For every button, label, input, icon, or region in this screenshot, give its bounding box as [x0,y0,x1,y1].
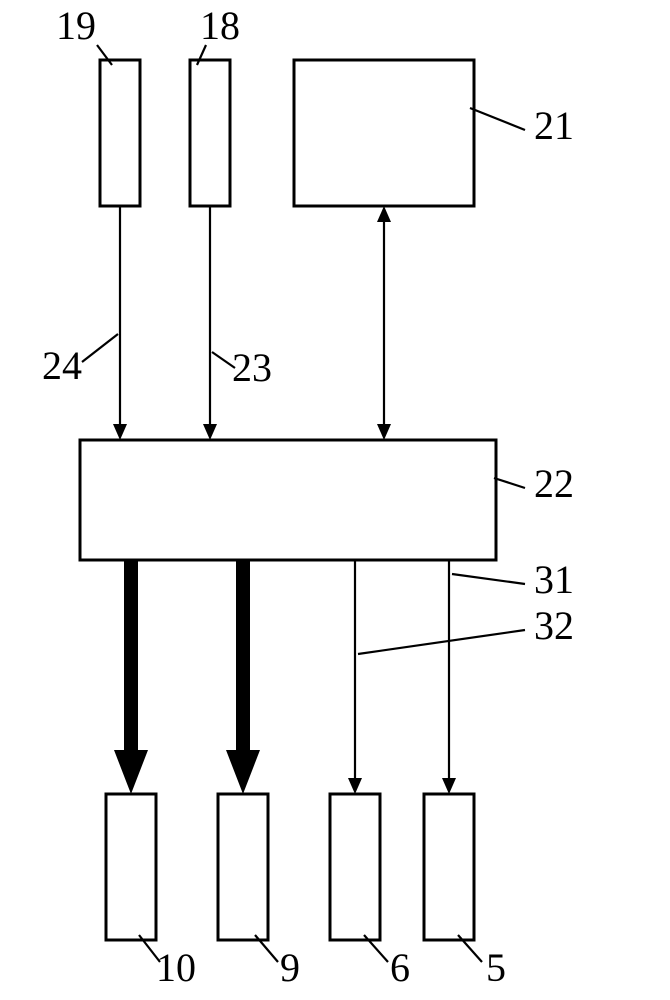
leader-32 [358,630,525,654]
label-18: 18 [200,3,240,48]
block-b10 [106,794,156,940]
arrow-a21-head-up [377,206,391,222]
label-5: 5 [486,945,506,990]
label-23: 23 [232,345,272,390]
block-b22 [80,440,496,560]
thick-arrow-t9 [226,560,260,794]
arrow-a6-head [348,778,362,794]
label-6: 6 [390,945,410,990]
block-b5 [424,794,474,940]
block-b19 [100,60,140,206]
leader-22 [494,478,525,488]
label-32: 32 [534,603,574,648]
label-19: 19 [56,3,96,48]
block-b9 [218,794,268,940]
label-31: 31 [534,557,574,602]
block-b21 [294,60,474,206]
label-22: 22 [534,461,574,506]
label-10: 10 [156,945,196,990]
arrow-a18-head [203,424,217,440]
arrow-a5-head [442,778,456,794]
block-diagram: 19 18 21 24 23 22 3132 10 9 6 5 [0,0,670,1000]
block-b6 [330,794,380,940]
leader-31 [452,574,525,584]
leader-24 [82,334,118,362]
block-b18 [190,60,230,206]
leader-21 [470,108,525,130]
label-21: 21 [534,103,574,148]
arrow-a21-head-down [377,424,391,440]
thick-arrow-t10 [114,560,148,794]
label-24: 24 [42,343,82,388]
label-9: 9 [280,945,300,990]
arrow-a19-head [113,424,127,440]
